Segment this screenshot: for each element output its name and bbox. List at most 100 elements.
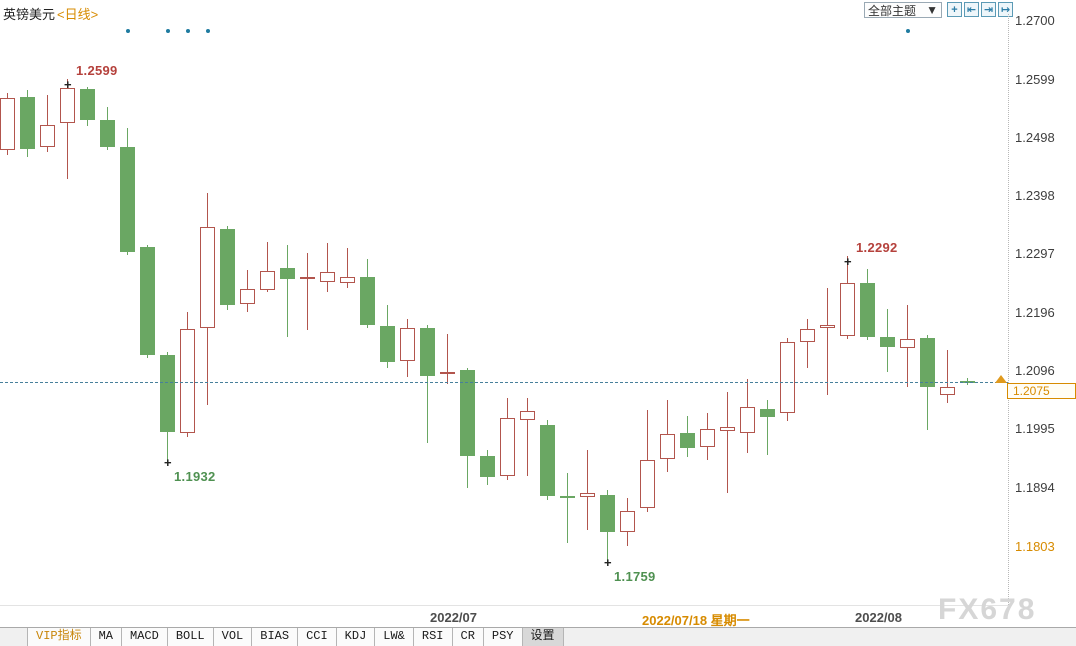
- candle-wick: [827, 288, 828, 395]
- candle-up: [800, 329, 815, 342]
- tab-设置[interactable]: 设置: [522, 628, 564, 646]
- chevron-down-icon: ▼: [926, 3, 938, 17]
- candle-up: [820, 325, 835, 328]
- price-tick-label: 1.1894: [1015, 480, 1055, 495]
- event-dot-icon: [126, 29, 130, 33]
- chart-toolbar-icons: + ⇤ ⇥ ↦: [947, 2, 1013, 17]
- candle-wick: [767, 400, 768, 455]
- candle-up: [640, 460, 655, 508]
- tab-RSI[interactable]: RSI: [413, 628, 453, 646]
- cross-marker-icon: +: [64, 77, 72, 92]
- candle-wick: [267, 242, 268, 292]
- candle-down: [880, 337, 895, 347]
- price-tick-label: 1.2700: [1015, 13, 1055, 28]
- candle-down: [600, 495, 615, 532]
- candle-up: [180, 329, 195, 433]
- price-up-arrow-icon: [995, 375, 1007, 383]
- highlight-date-tick: 2022/07/18 星期一: [642, 613, 750, 628]
- candle-up: [580, 493, 595, 497]
- candle-wick: [567, 473, 568, 543]
- candle-up: [840, 283, 855, 336]
- candle-wick: [527, 398, 528, 476]
- candle-down: [100, 120, 115, 147]
- cross-marker-icon: +: [604, 555, 612, 570]
- low-annotation: 1.1932: [174, 469, 216, 484]
- price-tick-label: 1.1995: [1015, 421, 1055, 436]
- event-dot-icon: [166, 29, 170, 33]
- candle-up: [940, 387, 955, 395]
- candle-wick: [67, 79, 68, 179]
- candle-wick: [347, 248, 348, 288]
- candle-wick: [327, 243, 328, 292]
- tab-BIAS[interactable]: BIAS: [252, 628, 299, 646]
- candle-down: [560, 496, 575, 498]
- price-axis: 1.2700 1.2599 1.2498 1.2398 1.2297 1.2196 1.20…: [1008, 13, 1076, 605]
- candle-up: [440, 372, 455, 374]
- candle-wick: [307, 253, 308, 330]
- date-axis: 2022/07 2022/07/18 星期一 2022/08: [0, 605, 1008, 628]
- price-tick-label: 1.2096: [1015, 363, 1055, 378]
- toolbar-spacer: [0, 628, 28, 646]
- jump-latest-icon[interactable]: ↦: [998, 2, 1013, 17]
- timeframe-label: <日线>: [57, 7, 99, 22]
- candle-up: [660, 434, 675, 459]
- price-tick-label: 1.2297: [1015, 246, 1055, 261]
- candle-down: [20, 97, 35, 149]
- tab-MA[interactable]: MA: [90, 628, 123, 646]
- candle-up: [200, 227, 215, 328]
- candle-down: [680, 433, 695, 448]
- pan-left-icon[interactable]: ⇤: [964, 2, 979, 17]
- candle-down: [420, 328, 435, 376]
- candle-wick: [947, 350, 948, 403]
- tab-MACD[interactable]: MACD: [122, 628, 168, 646]
- tab-LW&[interactable]: LW&: [375, 628, 414, 646]
- candle-up: [740, 407, 755, 433]
- tab-VIP指标[interactable]: VIP指标: [28, 628, 91, 646]
- pan-right-icon[interactable]: ⇥: [981, 2, 996, 17]
- candle-down: [220, 229, 235, 305]
- high-annotation: 1.2292: [856, 240, 898, 255]
- candle-up: [260, 271, 275, 290]
- candle-wick: [47, 95, 48, 152]
- candle-up: [500, 418, 515, 476]
- theme-dropdown[interactable]: 全部主题 ▼: [864, 2, 942, 18]
- candle-up: [300, 277, 315, 279]
- candle-wick: [727, 392, 728, 493]
- candle-up: [720, 427, 735, 431]
- low-annotation: 1.1759: [614, 569, 656, 584]
- candle-down: [380, 326, 395, 362]
- candle-down: [280, 268, 295, 279]
- event-dot-icon: [906, 29, 910, 33]
- candle-up: [400, 328, 415, 361]
- event-dot-icon: [186, 29, 190, 33]
- symbol-name: 英镑美元: [3, 7, 56, 22]
- candlestick-chart[interactable]: +1.2599 +1.1932 +1.1759 +1.2292: [0, 0, 1008, 605]
- date-tick: 2022/08: [855, 610, 902, 625]
- current-price-line: [0, 382, 1008, 383]
- candle-down: [80, 89, 95, 120]
- candle-up: [320, 272, 335, 282]
- crosshair-icon[interactable]: +: [947, 2, 962, 17]
- current-price-tag: 1.2075: [1007, 383, 1076, 399]
- high-annotation: 1.2599: [76, 63, 118, 78]
- current-price-value: 1.2075: [1013, 384, 1050, 398]
- candle-down: [860, 283, 875, 337]
- candle-up: [520, 411, 535, 420]
- tab-PSY[interactable]: PSY: [483, 628, 523, 646]
- tab-BOLL[interactable]: BOLL: [167, 628, 214, 646]
- candle-up: [780, 342, 795, 413]
- cross-marker-icon: +: [844, 254, 852, 269]
- candle-down: [160, 355, 175, 432]
- candle-down: [480, 456, 495, 477]
- price-tick-label: 1.2196: [1015, 305, 1055, 320]
- tab-CCI[interactable]: CCI: [298, 628, 337, 646]
- candle-wick: [807, 319, 808, 368]
- price-tick-label: 1.2398: [1015, 188, 1055, 203]
- tab-KDJ[interactable]: KDJ: [336, 628, 376, 646]
- tab-CR[interactable]: CR: [452, 628, 484, 646]
- candle-up: [340, 277, 355, 283]
- session-low-tick-label: 1.1803: [1015, 539, 1055, 554]
- tab-VOL[interactable]: VOL: [213, 628, 253, 646]
- candle-up: [240, 289, 255, 304]
